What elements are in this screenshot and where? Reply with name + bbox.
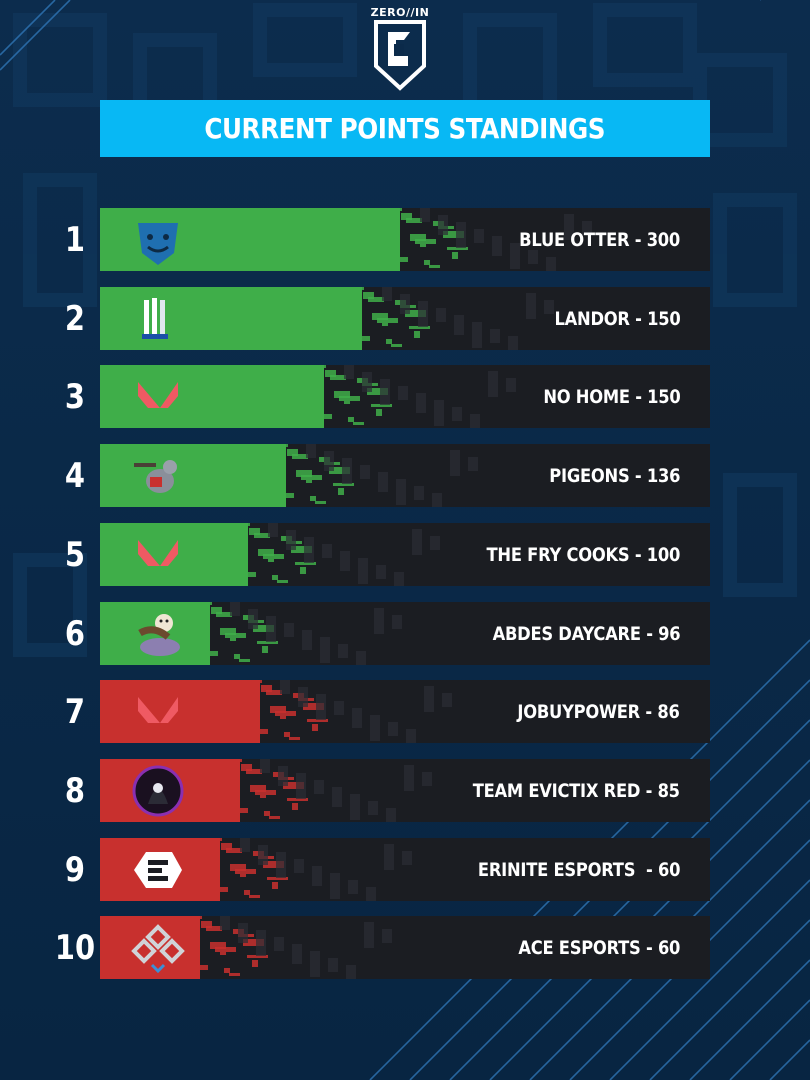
team-name-points: TEAM EVICTIX RED - 85: [472, 779, 680, 802]
rank-number: 2: [64, 298, 86, 339]
team-name-points: ACE ESPORTS - 60: [518, 936, 680, 959]
standing-row: 6 ABDES DAYCARE - 96: [0, 602, 810, 665]
team-name-points: LANDOR - 150: [554, 307, 680, 330]
team-bar: THE FRY COOKS - 100: [100, 523, 710, 586]
team-name-points: ABDES DAYCARE - 96: [492, 622, 680, 645]
paint-stroke: [100, 365, 516, 428]
pigeon-icon: [134, 460, 177, 493]
landor-icon: [142, 298, 168, 339]
team-bar: ERINITE ESPORTS - 60: [100, 838, 710, 901]
paint-stroke: [100, 916, 392, 979]
rank-number: 4: [64, 455, 86, 496]
rank-number: 3: [64, 376, 86, 417]
paint-stroke: [100, 287, 554, 350]
team-name-points: PIGEONS - 136: [549, 464, 680, 487]
standing-row: 2 LANDOR - 150: [0, 287, 810, 350]
rank-number: 7: [64, 691, 86, 732]
team-name-points: BLUE OTTER - 300: [519, 228, 680, 251]
standing-row: 7 JOBUYPOWER - 86: [0, 680, 810, 743]
team-name-points: NO HOME - 150: [542, 385, 680, 408]
blue-otter-icon: [138, 223, 178, 265]
rank-number: 10: [54, 927, 96, 968]
team-bar: JOBUYPOWER - 86: [100, 680, 710, 743]
rank-number: 5: [64, 534, 86, 575]
standing-row: 5 THE FRY COOKS - 100: [0, 523, 810, 586]
valorant-icon: [138, 540, 178, 566]
team-name-points: THE FRY COOKS - 100: [486, 543, 680, 566]
team-bar: LANDOR - 150: [100, 287, 710, 350]
page-title: CURRENT POINTS STANDINGS: [204, 112, 606, 145]
standing-row: 10 ACE ESPORTS - 60: [0, 916, 810, 979]
reaper-icon: [132, 765, 184, 817]
rank-number: 8: [64, 770, 86, 811]
standing-row: 8 TEAM EVICTIX RED - 85: [0, 759, 810, 822]
team-bar: TEAM EVICTIX RED - 85: [100, 759, 710, 822]
team-bar: ABDES DAYCARE - 96: [100, 602, 710, 665]
brand-logo-text: ZERO//IN: [370, 6, 430, 19]
team-bar: PIGEONS - 136: [100, 444, 710, 507]
standing-row: 3 NO HOME - 150: [0, 365, 810, 428]
paint-stroke: [100, 444, 478, 507]
valorant-icon: [138, 697, 178, 723]
team-bar: BLUE OTTER - 300: [100, 208, 710, 271]
team-name-points: ERINITE ESPORTS - 60: [477, 858, 681, 881]
title-bar: CURRENT POINTS STANDINGS: [100, 100, 710, 157]
rank-number: 9: [64, 849, 86, 890]
erinite-icon: [134, 852, 182, 888]
brand-logo: ZERO//IN: [364, 6, 436, 92]
standing-row: 9 ERINITE ESPORTS - 60: [0, 838, 810, 901]
valorant-icon: [138, 382, 178, 408]
team-bar: ACE ESPORTS - 60: [100, 916, 710, 979]
team-bar: NO HOME - 150: [100, 365, 710, 428]
standing-row: 4 PIGEONS - 136: [0, 444, 810, 507]
zero-in-shield-icon: [374, 20, 426, 91]
paint-stroke: [100, 680, 452, 743]
team-name-points: JOBUYPOWER - 86: [517, 700, 680, 723]
paint-stroke: [100, 838, 412, 901]
standing-row: 1 BLUE OTTER - 300: [0, 208, 810, 271]
ace-icon: [131, 924, 185, 974]
rank-number: 6: [64, 613, 86, 654]
rank-number: 1: [64, 219, 86, 260]
otter-icon: [138, 614, 180, 656]
